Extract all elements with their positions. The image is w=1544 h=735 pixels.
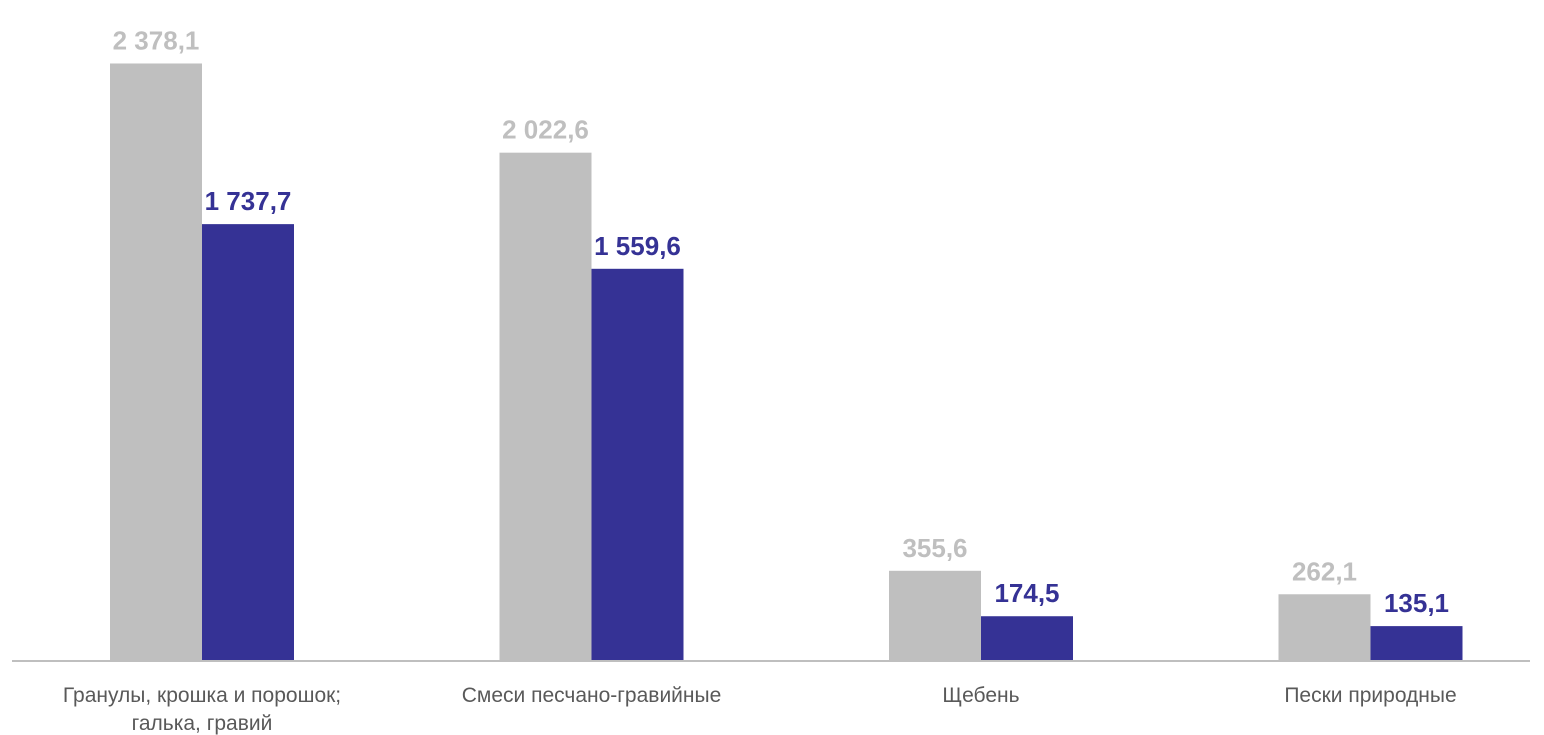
bar-series2-cat2 [591, 268, 684, 660]
data-label-series1-cat1: 2 378,1 [113, 25, 200, 55]
data-label-series1-cat3: 355,6 [902, 533, 967, 563]
category-label-2: Смеси песчано-гравийные [462, 684, 722, 707]
data-label-series1-cat4: 262,1 [1292, 556, 1357, 586]
bar-series1-cat4 [1278, 594, 1371, 660]
bars-group [110, 63, 1463, 661]
value-labels-group: 2 378,1 1 737,7 2 022,6 1 559,6 355,6 174,5 26… [113, 25, 1449, 618]
data-label-series2-cat1: 1 737,7 [205, 186, 292, 216]
category-labels-group: Гранулы, крошка и порошок; галька, гравий… [63, 684, 1457, 735]
data-label-series2-cat3: 174,5 [994, 578, 1059, 608]
category-label-1-line1: Гранулы, крошка и порошок; [63, 684, 341, 707]
bar-series1-cat3 [889, 570, 981, 660]
data-label-series2-cat2: 1 559,6 [594, 231, 681, 261]
data-label-series2-cat4: 135,1 [1384, 588, 1449, 618]
bar-series1-cat1 [110, 63, 202, 661]
category-label-3: Щебень [942, 684, 1019, 707]
bar-series2-cat4 [1370, 626, 1463, 660]
category-label-4: Пески природные [1284, 684, 1456, 707]
bar-series2-cat3 [981, 616, 1073, 660]
category-label-1-line2: галька, гравий [132, 712, 273, 735]
data-label-series1-cat2: 2 022,6 [502, 115, 589, 145]
bar-series1-cat2 [499, 152, 592, 661]
bar-series2-cat1 [202, 224, 294, 660]
